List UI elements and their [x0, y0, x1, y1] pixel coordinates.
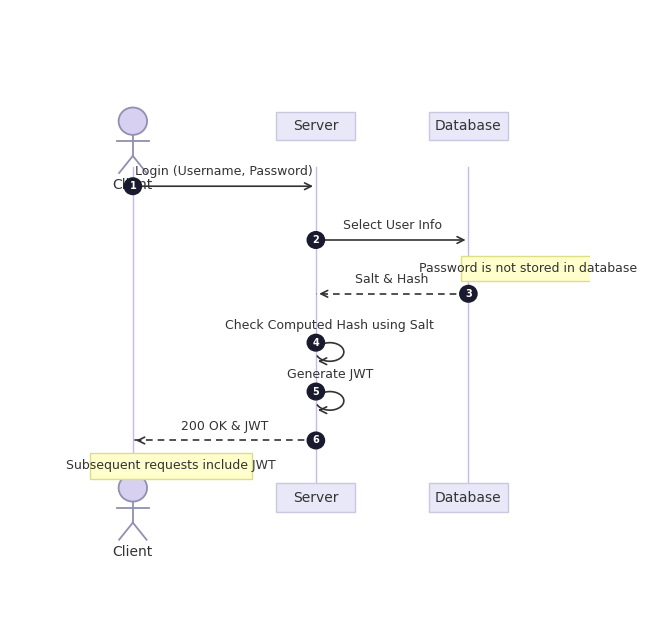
FancyBboxPatch shape — [276, 483, 356, 512]
Text: 4: 4 — [312, 338, 319, 348]
Circle shape — [307, 232, 325, 248]
Text: Check Computed Hash using Salt: Check Computed Hash using Salt — [226, 319, 434, 332]
Text: Login (Username, Password): Login (Username, Password) — [136, 165, 313, 178]
Text: Subsequent requests include JWT: Subsequent requests include JWT — [66, 459, 276, 472]
Circle shape — [460, 286, 477, 302]
Text: Database: Database — [435, 119, 502, 133]
FancyBboxPatch shape — [461, 256, 596, 281]
Text: 1: 1 — [129, 181, 136, 191]
FancyBboxPatch shape — [276, 112, 356, 140]
Text: 2: 2 — [312, 235, 319, 245]
Circle shape — [307, 384, 325, 400]
Text: Server: Server — [293, 119, 338, 133]
Circle shape — [119, 474, 147, 502]
Text: Password is not stored in database: Password is not stored in database — [419, 262, 637, 275]
Text: 200 OK & JWT: 200 OK & JWT — [180, 420, 268, 432]
Text: Client: Client — [113, 178, 153, 192]
Text: Server: Server — [293, 491, 338, 505]
Text: Generate JWT: Generate JWT — [287, 368, 373, 381]
FancyBboxPatch shape — [90, 453, 253, 479]
Circle shape — [307, 432, 325, 449]
Text: 6: 6 — [312, 436, 319, 446]
Text: Database: Database — [435, 491, 502, 505]
Circle shape — [124, 178, 142, 194]
Text: 3: 3 — [465, 289, 472, 299]
FancyBboxPatch shape — [429, 112, 508, 140]
Text: Client: Client — [113, 545, 153, 559]
Circle shape — [119, 107, 147, 135]
Circle shape — [307, 335, 325, 351]
Text: 5: 5 — [312, 387, 319, 397]
Text: Select User Info: Select User Info — [342, 219, 441, 232]
Text: Salt & Hash: Salt & Hash — [356, 273, 429, 286]
FancyBboxPatch shape — [429, 483, 508, 512]
